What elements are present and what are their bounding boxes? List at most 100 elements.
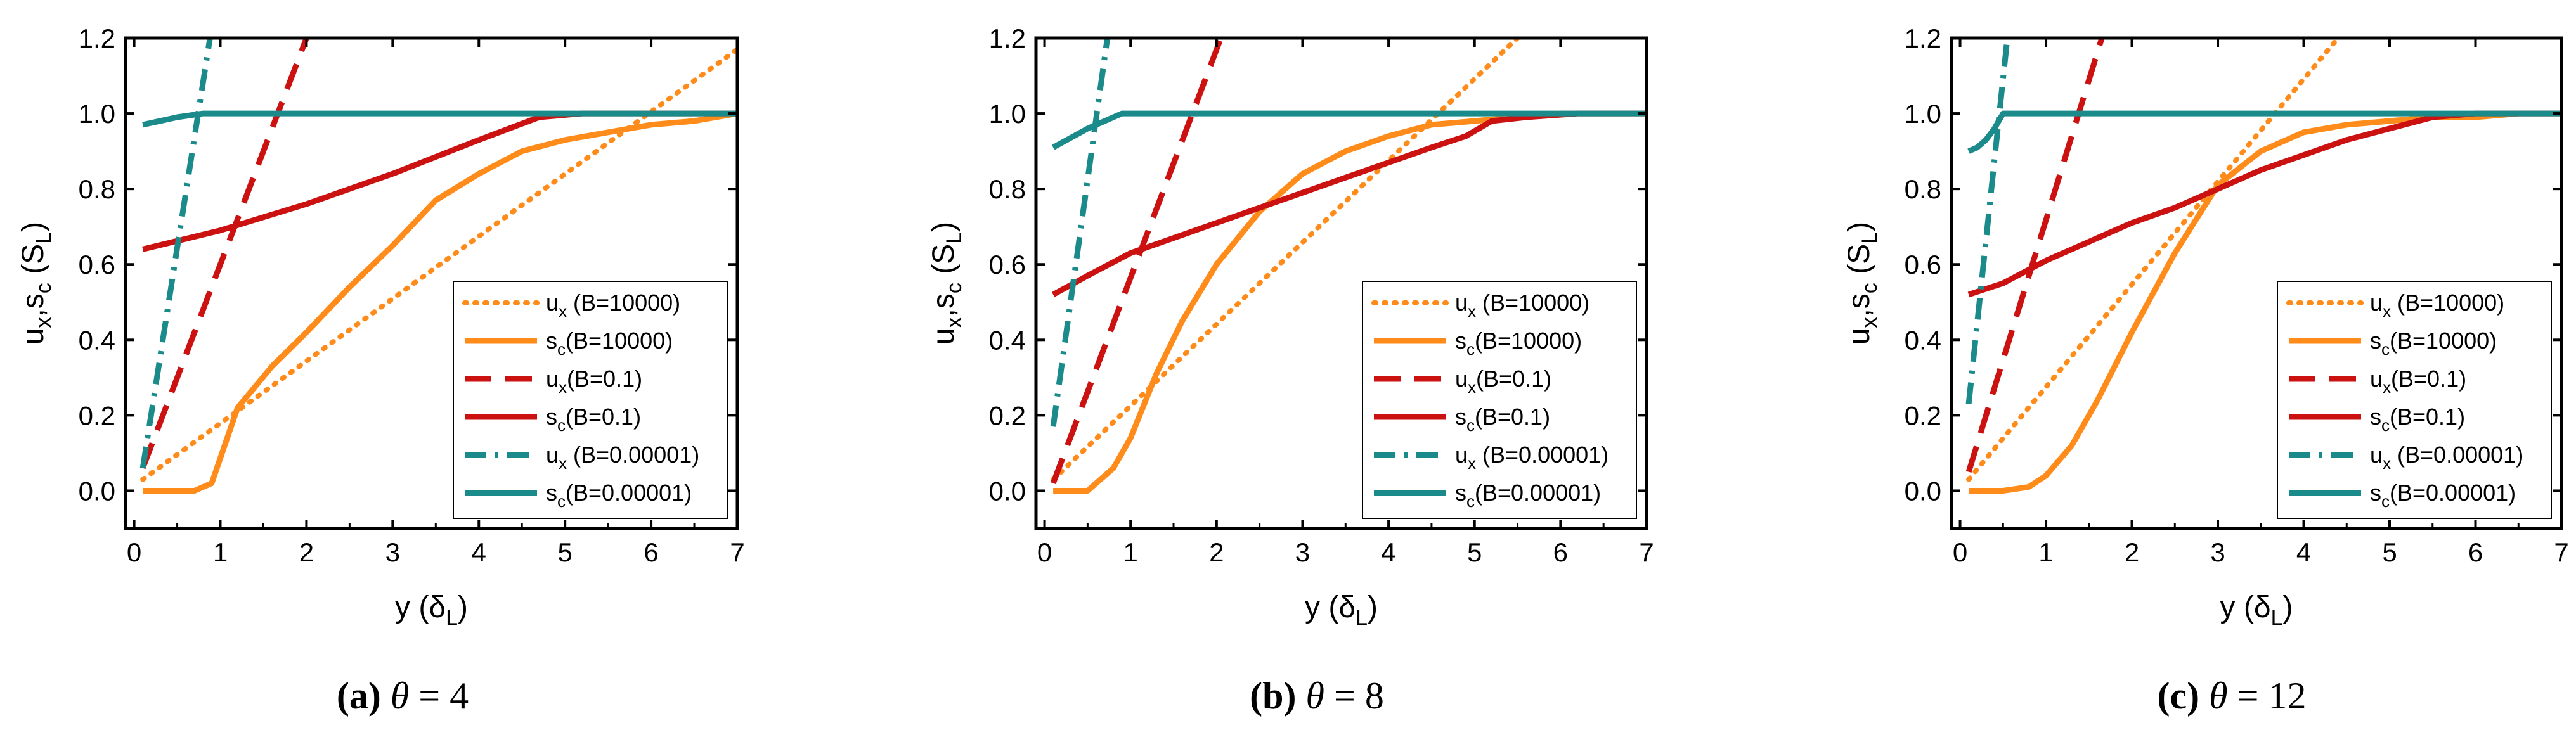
y-tick-label: 1.0 [989, 99, 1026, 129]
series-lines [1965, 38, 2561, 494]
legend-label: ux (B=10000) [546, 290, 680, 321]
plot-frame [124, 36, 739, 530]
legend-label: ux(B=0.1) [546, 366, 642, 397]
x-tick-label: 7 [2554, 537, 2568, 567]
series-lines [1050, 38, 1647, 494]
y-tick-label: 0.0 [989, 476, 1026, 506]
legend-label: ux (B=10000) [1455, 290, 1589, 321]
plot-frame [1034, 36, 1648, 530]
x-tick-label: 1 [2038, 537, 2053, 567]
y-tick-label: 0.8 [1905, 174, 1941, 204]
legend: ux (B=10000) sc(B=10000) ux(B=0.1) sc(B=0.1… [1362, 281, 1637, 519]
series-line-4 [1967, 110, 2561, 298]
y-tick-label: 0.2 [989, 400, 1026, 430]
x-tick-label: 0 [1037, 537, 1052, 567]
chart-panel-1: 0 1 2 3 4 5 6 7 0.0 0.2 0.4 0.6 0.8 1.0 1.2 y (δL) ux,sc… [16, 23, 745, 717]
x-tick-label: 4 [472, 537, 486, 567]
legend-label: sc(B=0.00001) [2370, 480, 2516, 511]
y-tick-label: 0.6 [989, 250, 1026, 279]
series-line-4 [142, 110, 737, 252]
series-lines [139, 38, 737, 494]
y-tick-label: 0.0 [79, 476, 115, 506]
y-tick-label: 0.8 [989, 174, 1026, 204]
x-tick-label: 6 [644, 537, 658, 567]
y-tick-label: 0.0 [1905, 476, 1941, 506]
legend: ux (B=10000) sc(B=10000) ux(B=0.1) sc(B=0.1… [2277, 281, 2552, 519]
legend-label: sc(B=10000) [1455, 328, 1582, 359]
legend-label: sc(B=0.1) [1455, 404, 1550, 435]
x-tick-label: 3 [385, 537, 400, 567]
series-line-4 [1051, 110, 1647, 297]
y-tick-label: 1.0 [1905, 99, 1941, 129]
x-tick-label: 5 [2382, 537, 2397, 567]
x-tick-label: 6 [2468, 537, 2483, 567]
y-tick-label: 0.6 [79, 250, 115, 279]
panel-caption: (b) θ = 8 [1250, 675, 1384, 717]
series-line-5 [139, 38, 213, 469]
legend-label: ux (B=0.00001) [546, 442, 699, 473]
panel-caption: (a) θ = 4 [337, 675, 469, 717]
x-tick-label: 1 [213, 537, 228, 567]
legend-label: ux (B=0.00001) [1455, 442, 1608, 473]
x-tick-label: 7 [730, 537, 744, 567]
legend-label: sc(B=10000) [546, 328, 673, 359]
y-tick-label: 1.0 [79, 99, 115, 129]
legend-box [453, 281, 728, 519]
legend-label: sc(B=0.00001) [1455, 480, 1601, 511]
series-line-3 [1965, 38, 2105, 473]
legend-label: sc(B=0.00001) [546, 480, 692, 511]
series-line-3 [139, 38, 309, 470]
y-axis-label: ux,sc (SL) [927, 222, 966, 345]
legend: ux (B=10000) sc(B=10000) ux(B=0.1) sc(B=0.1… [453, 281, 728, 519]
x-tick-label: 6 [1553, 537, 1568, 567]
x-tick-label: 2 [2125, 537, 2139, 567]
series-line-6 [142, 110, 737, 128]
y-tick-label: 0.4 [989, 325, 1026, 355]
legend-label: ux (B=10000) [2370, 290, 2504, 321]
y-tick-label: 0.8 [79, 174, 115, 204]
y-tick-label: 0.2 [79, 400, 115, 430]
series-line-6 [1967, 110, 2561, 154]
y-axis-label: ux,sc (SL) [16, 222, 56, 345]
legend-label: sc(B=0.1) [546, 404, 641, 435]
panel-caption: (c) θ = 12 [2158, 675, 2307, 717]
x-tick-label: 5 [1467, 537, 1482, 567]
x-tick-label: 0 [1953, 537, 1967, 567]
series-line-6 [1051, 110, 1647, 150]
x-tick-label: 4 [2296, 537, 2311, 567]
chart-panel-3: 0 1 2 3 4 5 6 7 0.0 0.2 0.4 0.6 0.8 1.0 1.2 y (δL) ux,sc… [1842, 23, 2569, 717]
y-tick-label: 0.4 [79, 325, 115, 355]
y-tick-label: 1.2 [1905, 23, 1941, 53]
x-axis-label: y (δL) [2220, 591, 2293, 630]
series-line-5 [1965, 38, 2010, 404]
legend-label: ux (B=0.00001) [2370, 442, 2523, 473]
legend-label: sc(B=10000) [2370, 328, 2497, 359]
x-tick-label: 7 [1639, 537, 1654, 567]
legend-box [2277, 281, 2552, 519]
y-tick-label: 0.2 [1905, 400, 1941, 430]
legend-label: ux(B=0.1) [1455, 366, 1551, 397]
series-line-2 [143, 110, 737, 494]
y-tick-label: 1.2 [989, 23, 1026, 53]
x-tick-label: 0 [127, 537, 141, 567]
x-tick-label: 4 [1381, 537, 1395, 567]
legend-label: ux(B=0.1) [2370, 366, 2466, 397]
chart-panel-2: 0 1 2 3 4 5 6 7 0.0 0.2 0.4 0.6 0.8 1.0 1.2 y (δL) ux,sc… [927, 23, 1654, 717]
x-tick-label: 3 [1295, 537, 1310, 567]
x-tick-label: 2 [1209, 537, 1224, 567]
legend-label: sc(B=0.1) [2370, 404, 2465, 435]
x-tick-label: 1 [1123, 537, 1138, 567]
y-tick-label: 0.6 [1905, 250, 1941, 279]
series-line-1 [140, 46, 737, 482]
y-tick-label: 1.2 [79, 23, 115, 53]
y-tick-label: 0.4 [1905, 325, 1941, 355]
y-axis-label: ux,sc (SL) [1842, 222, 1882, 345]
x-tick-label: 5 [557, 537, 572, 567]
x-tick-label: 3 [2210, 537, 2225, 567]
plot-frame [1950, 36, 2563, 530]
x-tick-label: 2 [299, 537, 314, 567]
legend-box [1362, 281, 1637, 519]
x-axis-label: y (δL) [1305, 591, 1378, 630]
x-axis-label: y (δL) [395, 591, 468, 630]
